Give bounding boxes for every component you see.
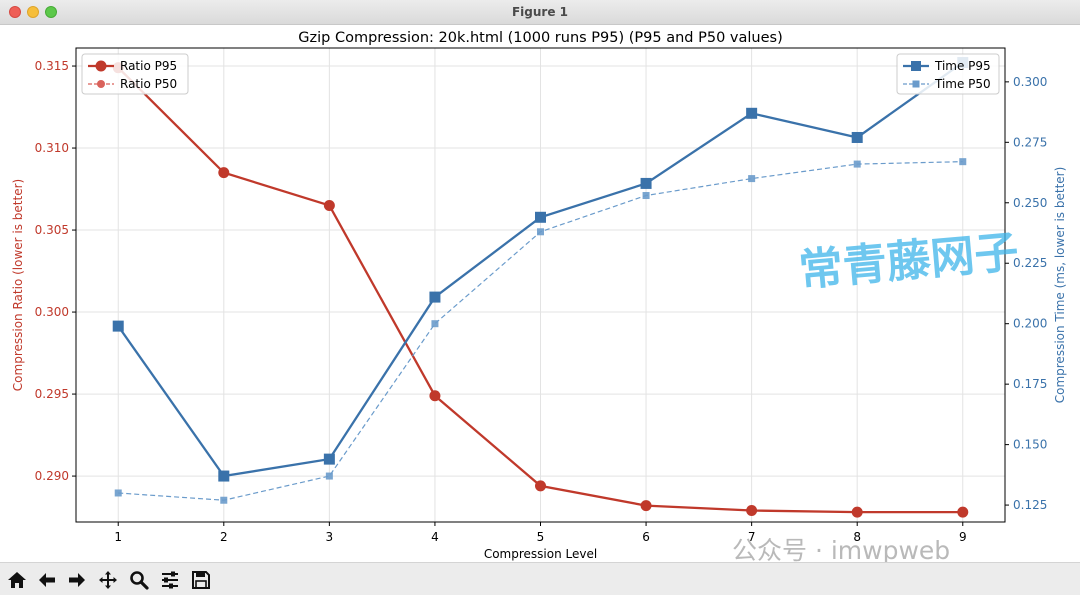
- configure-subplots-icon: [161, 571, 178, 588]
- data-point-marker: [746, 107, 758, 119]
- data-point-marker: [535, 211, 546, 223]
- y-right-tick-label: 0.275: [1013, 135, 1047, 149]
- x-tick-label: 7: [748, 530, 756, 544]
- y-right-tick-label: 0.175: [1013, 377, 1047, 391]
- close-window-button[interactable]: [9, 6, 21, 18]
- data-point-marker: [851, 131, 863, 143]
- x-tick-label: 1: [114, 530, 122, 544]
- data-point-marker: [640, 500, 652, 512]
- x-tick-label: 4: [431, 530, 439, 544]
- y-right-tick-label: 0.200: [1013, 317, 1047, 331]
- data-point-marker: [220, 496, 228, 504]
- zoom-icon: [129, 570, 149, 590]
- y-left-tick-label: 0.300: [35, 305, 69, 319]
- data-point-marker: [959, 158, 967, 166]
- zoom-button[interactable]: [125, 567, 152, 592]
- chart-title: Gzip Compression: 20k.html (1000 runs P9…: [298, 30, 782, 46]
- y-right-tick-label: 0.150: [1013, 438, 1047, 452]
- data-point-marker: [325, 472, 333, 480]
- data-point-marker: [853, 160, 861, 168]
- y-right-tick-label: 0.250: [1013, 196, 1047, 210]
- x-tick-label: 8: [853, 530, 861, 544]
- x-tick-label: 9: [959, 530, 967, 544]
- watermark-footer: 公众号 · imwpweb: [732, 536, 951, 565]
- y-right-axis-label: Compression Time (ms, lower is better): [1053, 167, 1067, 404]
- data-point-marker: [746, 505, 758, 517]
- data-point-marker: [640, 177, 652, 189]
- window-titlebar: Figure 1: [0, 0, 1080, 25]
- legend-label: Time P95: [934, 59, 991, 73]
- data-point-marker: [323, 453, 335, 465]
- y-left-tick-label: 0.295: [35, 387, 69, 401]
- home-icon: [7, 571, 26, 588]
- minimize-window-button[interactable]: [27, 6, 39, 18]
- configure-subplots-button[interactable]: [156, 567, 183, 592]
- data-point-marker: [218, 167, 230, 179]
- y-left-tick-label: 0.305: [35, 223, 69, 237]
- forward-button[interactable]: [63, 567, 90, 592]
- data-point-marker: [957, 506, 969, 518]
- y-right-tick-label: 0.225: [1013, 256, 1047, 270]
- legend-marker: [97, 80, 105, 88]
- legend-marker: [912, 80, 920, 88]
- data-point-marker: [114, 489, 122, 497]
- legend-marker: [95, 60, 107, 72]
- maximize-window-button[interactable]: [45, 6, 57, 18]
- data-point-marker: [851, 506, 863, 518]
- legend-label: Ratio P95: [120, 59, 177, 73]
- back-button[interactable]: [33, 567, 60, 592]
- chart-figure: 1 2 3 4 5 6 7 8 9 0.290 0.295 0.300 0.305 0.310 0.315 0…: [11, 30, 1067, 561]
- x-tick-label: 6: [642, 530, 650, 544]
- data-point-marker: [112, 320, 124, 332]
- y-left-tick-label: 0.310: [35, 141, 69, 155]
- home-button[interactable]: [3, 567, 30, 592]
- y-right-tick-label: 0.300: [1013, 75, 1047, 89]
- data-point-marker: [642, 192, 650, 200]
- data-point-marker: [429, 291, 441, 303]
- forward-arrow-icon: [68, 572, 85, 587]
- save-icon: [191, 570, 210, 589]
- y-left-tick-label: 0.315: [35, 59, 69, 73]
- y-left-tick-label: 0.290: [35, 469, 69, 483]
- legend-label: Time P50: [934, 77, 991, 91]
- legend-label: Ratio P50: [120, 77, 177, 91]
- legend-marker: [911, 61, 921, 71]
- pan-button[interactable]: [94, 567, 121, 592]
- x-axis-label: Compression Level: [484, 547, 597, 561]
- back-arrow-icon: [38, 572, 55, 587]
- y-right-tick-label: 0.125: [1013, 498, 1047, 512]
- data-point-marker: [537, 228, 544, 236]
- data-point-marker: [429, 390, 441, 402]
- data-point-marker: [431, 320, 439, 328]
- x-tick-label: 3: [326, 530, 334, 544]
- watermark-overlay: 常青藤网子: [797, 227, 1021, 297]
- x-tick-label: 5: [537, 530, 545, 544]
- data-point-marker: [218, 470, 230, 482]
- data-point-marker: [323, 199, 335, 211]
- save-button[interactable]: [187, 567, 214, 592]
- data-point-marker: [748, 175, 756, 183]
- window-title: Figure 1: [511, 5, 569, 19]
- data-point-marker: [535, 480, 546, 492]
- pan-icon: [98, 570, 117, 589]
- navigation-toolbar: [0, 562, 1080, 595]
- y-left-axis-label: Compression Ratio (lower is better): [11, 179, 25, 391]
- x-tick-label: 2: [220, 530, 228, 544]
